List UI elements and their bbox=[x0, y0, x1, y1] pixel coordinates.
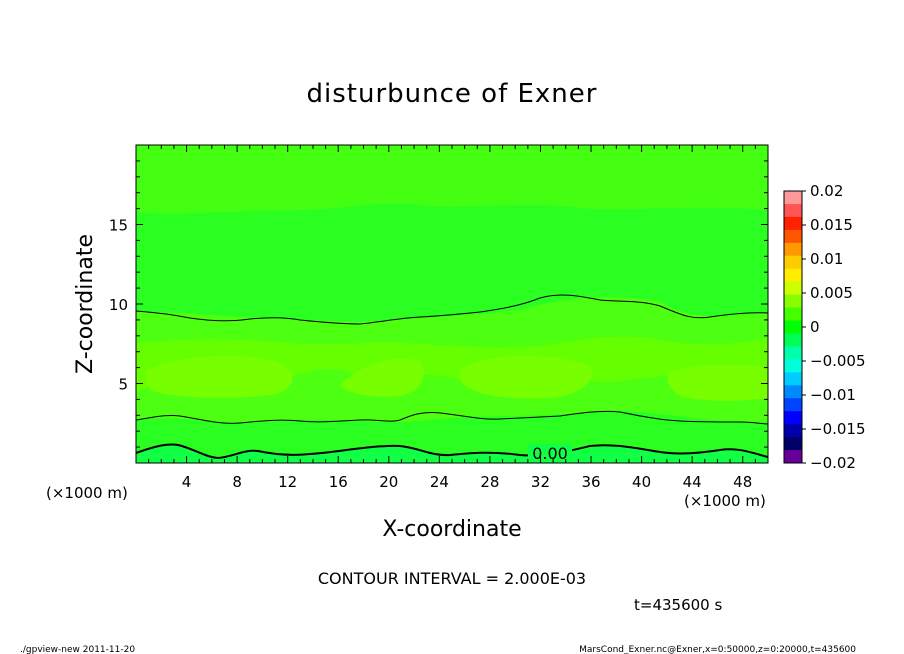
contour-interval-text: CONTOUR INTERVAL = 2.000E-03 bbox=[318, 569, 586, 588]
z-tick-label: 10 bbox=[109, 296, 128, 314]
x-tick-label: 12 bbox=[278, 473, 297, 491]
x-unit-right: (×1000 m) bbox=[684, 492, 766, 510]
colorbar-swatch bbox=[784, 242, 802, 257]
colorbar-swatch bbox=[784, 398, 802, 412]
colorbar-tick-label: −0.015 bbox=[810, 420, 866, 438]
colorbar-swatch bbox=[784, 424, 802, 438]
contour-line-upper bbox=[135, 294, 769, 325]
colorbar-swatch bbox=[784, 437, 802, 451]
colorbar-swatch bbox=[784, 268, 802, 283]
contour-label: 0.00 bbox=[532, 444, 568, 463]
contour-label-bg bbox=[528, 444, 572, 462]
colorbar-swatch bbox=[784, 346, 802, 360]
x-tick-label: 36 bbox=[581, 473, 600, 491]
plot-area: 0.00 bbox=[135, 144, 769, 464]
contour-line-lower bbox=[135, 410, 769, 425]
band-top bbox=[136, 145, 768, 214]
colorbar-tick-label: −0.02 bbox=[810, 454, 856, 472]
footer-left: ./gpview-new 2011-11-20 bbox=[20, 645, 135, 654]
colorbar-swatch bbox=[784, 359, 802, 373]
band-spot-3 bbox=[460, 356, 593, 399]
band-bottom bbox=[136, 444, 768, 463]
band-spot-2 bbox=[340, 358, 424, 397]
x-tick-label: 20 bbox=[379, 473, 398, 491]
footer-right: MarsCond_Exner.nc@Exner,x=0:50000,z=0:20… bbox=[579, 645, 856, 654]
colorbar-tick-label: 0.015 bbox=[810, 216, 853, 234]
colorbar-tick-label: 0 bbox=[810, 318, 820, 336]
chart-title: disturbunce of Exner bbox=[307, 79, 598, 109]
x-tick-label: 4 bbox=[182, 473, 192, 491]
colorbar-tick-label: 0.005 bbox=[810, 284, 853, 302]
colorbar-tick-label: −0.005 bbox=[810, 352, 866, 370]
colorbar-swatch bbox=[784, 216, 802, 231]
band-middle-light bbox=[136, 336, 768, 392]
colorbar-swatch bbox=[784, 307, 802, 322]
colorbar-swatch bbox=[784, 255, 802, 270]
x-tick-label: 40 bbox=[632, 473, 651, 491]
band-spot-4 bbox=[667, 364, 768, 401]
contour-line-zero bbox=[135, 443, 769, 460]
x-tick-label: 48 bbox=[733, 473, 752, 491]
z-axis-ticks: 5 10 15 bbox=[109, 160, 768, 448]
colorbar-swatch bbox=[784, 333, 802, 347]
colorbar-swatch bbox=[784, 372, 802, 386]
x-tick-label: 8 bbox=[232, 473, 242, 491]
colorbar-swatch bbox=[784, 281, 802, 296]
colorbar-swatch bbox=[784, 320, 802, 334]
x-unit-left: (×1000 m) bbox=[46, 484, 128, 502]
colorbar-swatch bbox=[784, 229, 802, 244]
colorbar-swatch bbox=[784, 203, 802, 218]
colorbar: 0.02 0.015 0.01 0.005 0 −0.005 −0.01 −0.015 −0.0… bbox=[783, 182, 866, 472]
band-spot-1 bbox=[145, 356, 293, 398]
colorbar-swatch bbox=[784, 411, 802, 425]
x-axis-ticks: 4 8 12 16 20 24 28 32 36 40 44 48 bbox=[148, 145, 756, 491]
z-tick-label: 5 bbox=[118, 376, 128, 394]
colorbar-tick-label: 0.01 bbox=[810, 250, 843, 268]
x-axis-label: X-coordinate bbox=[382, 517, 521, 542]
z-tick-label: 15 bbox=[109, 217, 128, 235]
z-axis-label: Z-coordinate bbox=[73, 234, 98, 374]
colorbar-tick-label: 0.02 bbox=[810, 182, 843, 200]
x-tick-label: 44 bbox=[683, 473, 702, 491]
x-tick-label: 16 bbox=[329, 473, 348, 491]
colorbar-tick-label: −0.01 bbox=[810, 386, 856, 404]
colorbar-swatch bbox=[784, 191, 802, 205]
x-tick-label: 32 bbox=[531, 473, 550, 491]
colorbar-swatch bbox=[784, 294, 802, 309]
time-label: t=435600 s bbox=[634, 596, 722, 614]
colorbar-swatch bbox=[784, 450, 802, 464]
x-tick-label: 28 bbox=[480, 473, 499, 491]
x-tick-label: 24 bbox=[430, 473, 449, 491]
colorbar-swatch bbox=[784, 385, 802, 399]
